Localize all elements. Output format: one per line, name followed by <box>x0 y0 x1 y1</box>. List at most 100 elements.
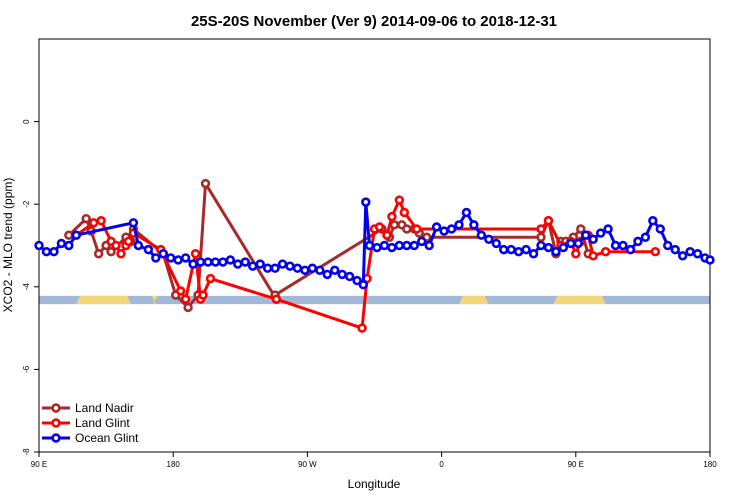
land-nadir-point <box>200 178 211 189</box>
land-nadir-point <box>402 224 412 234</box>
land-nadir-point <box>389 220 400 230</box>
x-tick-label: 180 <box>167 460 181 469</box>
land-nadir-point <box>576 224 586 234</box>
ocean-glint-point <box>692 249 703 259</box>
ocean-glint-point <box>270 263 280 273</box>
land-glint-point <box>175 286 186 296</box>
legend-label: Land Glint <box>75 416 130 430</box>
ocean-glint-point <box>491 238 501 249</box>
ocean-glint-point <box>573 238 583 249</box>
legend-label: Ocean Glint <box>75 431 139 445</box>
chart-title: 25S-20S November (Ver 9) 2014-09-06 to 2… <box>191 13 557 30</box>
ocean-strip <box>39 295 710 305</box>
ocean-glint-point <box>56 238 67 249</box>
land-glint-point <box>536 224 546 234</box>
ocean-glint-point <box>180 253 191 263</box>
ocean-glint-point <box>521 244 531 255</box>
land-ocean-strip <box>39 295 710 305</box>
ocean-glint-point <box>566 238 576 249</box>
legend-swatch-marker <box>51 433 61 443</box>
ocean-glint-point <box>248 261 258 271</box>
ocean-glint-point <box>64 240 74 251</box>
y-tick-label: 0 <box>22 119 31 124</box>
land-glint-point <box>650 246 661 257</box>
ocean-glint-point <box>551 246 561 257</box>
x-tick-label: 90 E <box>568 460 584 469</box>
ocean-glint-point <box>663 240 673 251</box>
x-tick-label: 0 <box>439 460 444 469</box>
ocean-glint-point <box>439 226 449 236</box>
ocean-glint-point <box>655 224 665 234</box>
x-tick-label: 90 E <box>31 460 47 469</box>
land-nadir-point <box>64 230 74 240</box>
ocean-glint-point <box>322 269 332 280</box>
land-glint-series <box>71 195 661 333</box>
ocean-glint-point <box>454 220 464 230</box>
ocean-glint-point <box>677 251 688 261</box>
ocean-glint-point <box>484 234 494 245</box>
x-tick-label: 180 <box>703 460 717 469</box>
ocean-glint-point <box>536 240 546 251</box>
ocean-glint-point <box>424 240 434 251</box>
ocean-glint-point <box>595 228 606 238</box>
legend-swatch-marker <box>51 418 61 428</box>
land-glint-point <box>600 246 611 257</box>
ocean-glint-point <box>640 232 651 242</box>
ocean-glint-point <box>151 253 161 263</box>
ocean-glint-point <box>262 263 273 273</box>
land-glint-point <box>116 249 126 259</box>
ocean-glint-point <box>409 240 419 251</box>
legend-swatch-marker <box>51 403 61 413</box>
ocean-glint-point <box>34 240 44 251</box>
ocean-glint-point <box>166 253 176 263</box>
land-glint-point <box>271 294 282 304</box>
land-glint-point <box>399 207 410 218</box>
ocean-glint-point <box>476 230 487 240</box>
ocean-glint-point <box>625 244 636 255</box>
y-axis-label: XCO2 - MLO trend (ppm) <box>1 178 15 313</box>
ocean-glint-point <box>277 259 288 269</box>
land-glint-point <box>123 236 134 247</box>
ocean-glint-point <box>49 246 59 257</box>
ocean-glint-point <box>210 257 221 267</box>
land-glint-point <box>205 273 216 284</box>
land-glint-point <box>190 249 201 259</box>
ocean-glint-point <box>558 242 569 253</box>
ocean-glint-point <box>618 240 628 251</box>
ocean-glint-series <box>34 197 715 290</box>
ocean-glint-point <box>233 259 243 269</box>
ocean-glint-point <box>225 255 236 265</box>
ocean-glint-point <box>528 249 539 259</box>
y-tick-label: -4 <box>22 283 31 291</box>
y-tick-label: -2 <box>22 200 31 208</box>
ocean-glint-point <box>203 257 213 267</box>
ocean-glint-point <box>469 220 479 230</box>
ocean-glint-point <box>705 255 715 265</box>
land-glint-point <box>180 294 191 304</box>
land-glint-point <box>412 224 422 234</box>
ocean-glint-point <box>240 257 250 267</box>
ocean-glint-point <box>285 261 295 271</box>
ocean-glint-point <box>218 257 228 267</box>
land-glint-point <box>543 216 554 226</box>
y-tick-label: -6 <box>22 365 31 373</box>
land-glint-point <box>374 222 385 232</box>
series-layer <box>34 178 715 333</box>
ocean-glint-point <box>71 230 81 240</box>
ocean-glint-point <box>195 257 206 267</box>
land-glint-point <box>394 195 405 205</box>
land-glint-point <box>96 216 106 226</box>
ocean-glint-point <box>603 224 613 234</box>
ocean-glint-point <box>394 240 405 251</box>
ocean-glint-point <box>315 265 325 275</box>
x-axis-label: Longitude <box>348 477 401 491</box>
ocean-glint-point <box>358 280 369 290</box>
land-glint-point <box>571 249 581 259</box>
y-tick-label: -8 <box>22 448 31 456</box>
ocean-glint-point <box>307 263 318 273</box>
ocean-glint-point <box>610 240 621 251</box>
ocean-glint-point <box>188 259 198 269</box>
ocean-glint-point <box>133 240 144 251</box>
